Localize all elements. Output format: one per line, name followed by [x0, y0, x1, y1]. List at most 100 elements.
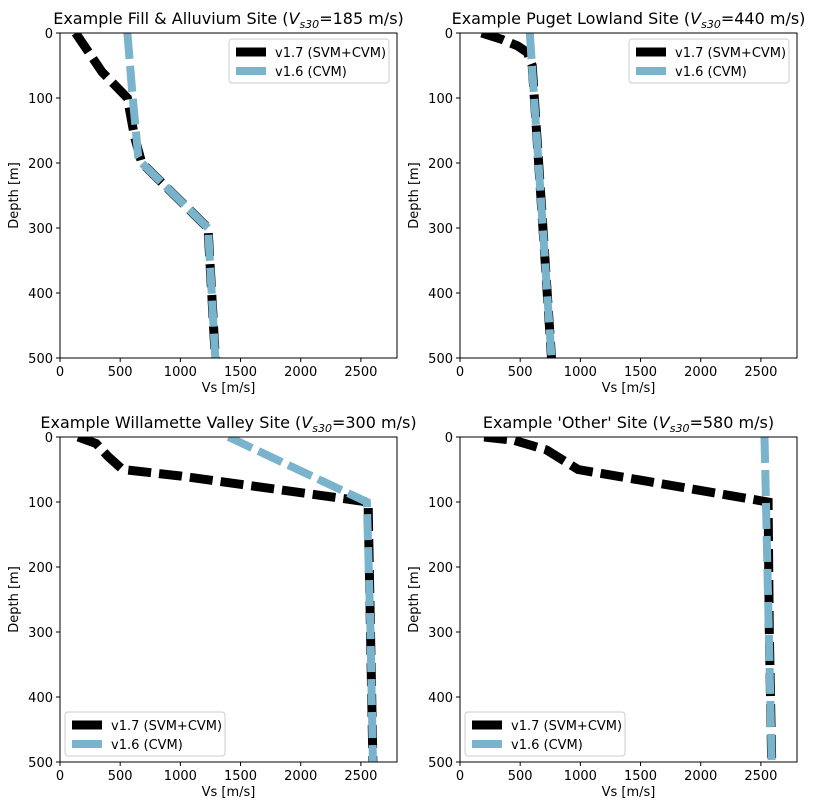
y-tick-label: 200 — [28, 561, 53, 576]
chart-title-prefix: Example Willamette Valley Site ( — [40, 413, 301, 432]
legend-label-v17: v1.7 (SVM+CVM) — [511, 719, 622, 734]
x-tick-label: 1000 — [564, 365, 597, 380]
axes-frame — [459, 436, 798, 763]
axes-frame — [59, 436, 398, 763]
x-tick-label: 1000 — [164, 365, 197, 380]
y-tick-label: 300 — [28, 222, 53, 237]
x-tick-label: 2500 — [744, 769, 777, 784]
y-tick-label: 500 — [28, 756, 53, 771]
chart-title-var: V — [301, 413, 313, 432]
series-line-v17 — [483, 437, 777, 762]
y-tick-label: 0 — [45, 27, 53, 42]
chart-title: Example 'Other' Site (Vs30=580 m/s) — [483, 413, 774, 435]
legend: v1.7 (SVM+CVM) v1.6 (CVM) — [228, 38, 390, 84]
y-tick-label: 0 — [45, 431, 53, 446]
legend-box — [64, 711, 226, 757]
y-tick-label: 200 — [28, 157, 53, 172]
chart-title-suffix: =440 m/s) — [721, 9, 806, 28]
y-tick-label: 500 — [428, 756, 453, 771]
y-tick-label: 400 — [28, 691, 53, 706]
series-line-v16 — [123, 33, 220, 358]
y-tick-label: 0 — [445, 431, 453, 446]
x-tick-label: 2000 — [284, 769, 317, 784]
x-tick-label: 2000 — [684, 365, 717, 380]
chart-title-suffix: =580 m/s) — [689, 413, 774, 432]
x-tick-label: 500 — [108, 769, 133, 784]
x-tick-label: 500 — [508, 769, 533, 784]
y-tick-label: 300 — [428, 222, 453, 237]
x-tick-label: 1500 — [624, 769, 657, 784]
chart-title: Example Puget Lowland Site (Vs30=440 m/s… — [452, 9, 806, 31]
series-line-v17 — [71, 33, 220, 358]
x-tick-label: 0 — [456, 365, 464, 380]
x-tick-label: 2000 — [684, 769, 717, 784]
x-tick-label: 0 — [456, 769, 464, 784]
y-axis-label: Depth [m] — [407, 162, 422, 229]
chart-title-subscript: s30 — [299, 18, 319, 31]
x-tick-label: 1500 — [224, 365, 257, 380]
x-tick-label: 1000 — [564, 769, 597, 784]
x-axis-label: Vs [m/s] — [602, 381, 656, 396]
chart-title-suffix: =185 m/s) — [319, 9, 404, 28]
legend-label-v16: v1.6 (CVM) — [511, 738, 583, 753]
chart-title: Example Fill & Alluvium Site (Vs30=185 m… — [53, 9, 404, 31]
x-tick-label: 500 — [508, 365, 533, 380]
chart-title-subscript: s30 — [701, 18, 721, 31]
legend-label-v17: v1.7 (SVM+CVM) — [675, 46, 786, 61]
chart-title-prefix: Example Puget Lowland Site ( — [452, 9, 691, 28]
axes-frame — [459, 32, 798, 359]
x-axis-label: Vs [m/s] — [202, 785, 256, 800]
x-tick-label: 1500 — [624, 365, 657, 380]
x-tick-label: 500 — [108, 365, 133, 380]
y-tick-label: 400 — [428, 287, 453, 302]
y-axis-label: Depth [m] — [7, 162, 22, 229]
chart-title: Example Willamette Valley Site (Vs30=300… — [40, 413, 416, 435]
y-axis-label: Depth [m] — [7, 566, 22, 633]
series-line-v17 — [480, 33, 556, 358]
chart-title-var: V — [289, 9, 301, 28]
legend: v1.7 (SVM+CVM) v1.6 (CVM) — [628, 38, 790, 84]
legend-box — [228, 38, 390, 84]
x-tick-label: 2000 — [284, 365, 317, 380]
y-tick-label: 200 — [428, 157, 453, 172]
y-tick-label: 100 — [28, 92, 53, 107]
legend: v1.7 (SVM+CVM) v1.6 (CVM) — [64, 711, 226, 757]
legend-box — [628, 38, 790, 84]
chart-title-prefix: Example Fill & Alluvium Site ( — [53, 9, 288, 28]
x-tick-label: 2500 — [344, 365, 377, 380]
y-tick-label: 100 — [428, 92, 453, 107]
series-line-v16 — [525, 33, 556, 358]
legend-label-v16: v1.6 (CVM) — [275, 65, 347, 80]
x-tick-label: 0 — [56, 769, 64, 784]
y-tick-label: 200 — [428, 561, 453, 576]
series-line-v17 — [76, 437, 378, 762]
chart-title-suffix: =300 m/s) — [332, 413, 417, 432]
chart-title-prefix: Example 'Other' Site ( — [483, 413, 659, 432]
legend-label-v17: v1.7 (SVM+CVM) — [275, 46, 386, 61]
y-tick-label: 500 — [428, 352, 453, 367]
series-line-v16 — [226, 437, 377, 762]
y-tick-label: 0 — [445, 27, 453, 42]
x-tick-label: 2500 — [744, 365, 777, 380]
y-tick-label: 300 — [28, 626, 53, 641]
chart-title-subscript: s30 — [312, 422, 332, 435]
legend-label-v17: v1.7 (SVM+CVM) — [111, 719, 222, 734]
legend-box — [464, 711, 626, 757]
legend-label-v16: v1.6 (CVM) — [675, 65, 747, 80]
chart-title-var: V — [690, 9, 702, 28]
chart-title-subscript: s30 — [670, 422, 690, 435]
x-tick-label: 1500 — [224, 769, 257, 784]
x-tick-label: 1000 — [164, 769, 197, 784]
x-axis-label: Vs [m/s] — [202, 381, 256, 396]
x-axis-label: Vs [m/s] — [602, 785, 656, 800]
y-axis-label: Depth [m] — [407, 566, 422, 633]
y-tick-label: 500 — [28, 352, 53, 367]
legend-label-v16: v1.6 (CVM) — [111, 738, 183, 753]
chart-title-var: V — [659, 413, 671, 432]
y-tick-label: 100 — [28, 496, 53, 511]
